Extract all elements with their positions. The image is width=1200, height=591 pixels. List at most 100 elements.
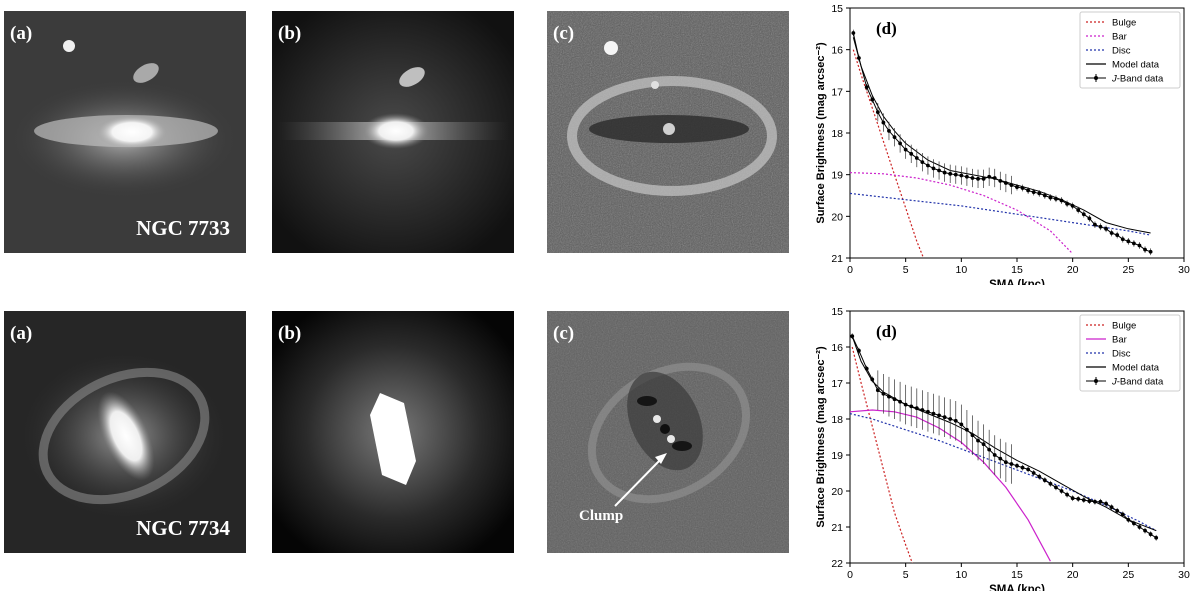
data-point (1081, 498, 1086, 502)
data-point (1054, 485, 1058, 490)
data-point (1070, 204, 1075, 208)
data-point (1009, 462, 1014, 466)
galaxy-name-ngc7734: NGC 7734 (136, 516, 230, 540)
residual-image (547, 311, 789, 553)
data-point (1031, 471, 1036, 475)
ngc7734-model-panel: (b) (272, 311, 514, 553)
data-point (976, 438, 980, 443)
data-point (1081, 212, 1086, 217)
y-axis-label: Surface Brightness (mag arcsec⁻²) (815, 42, 827, 224)
residual-image (547, 11, 789, 253)
data-point (937, 413, 941, 418)
data-point (1042, 478, 1047, 483)
y-tick-label: 15 (831, 3, 843, 15)
x-tick-label: 10 (955, 569, 967, 581)
data-point (1003, 460, 1008, 465)
data-point (1093, 499, 1097, 504)
data-point (953, 172, 958, 177)
clump-arrow (614, 453, 667, 507)
legend-label: Disc (1112, 349, 1131, 360)
y-tick-label: 18 (831, 414, 843, 426)
data-point (942, 415, 947, 420)
data-point (1076, 208, 1081, 212)
data-point (1115, 233, 1120, 237)
y-tick-label: 21 (831, 253, 843, 265)
panel-label-c: (c) (553, 23, 575, 44)
x-tick-label: 10 (955, 264, 967, 276)
panel-label-a: (a) (10, 23, 33, 44)
galaxy-name-ngc7733: NGC 7733 (136, 216, 230, 240)
x-tick-label: 5 (903, 264, 909, 276)
legend-label: Disc (1112, 46, 1131, 57)
data-point (881, 391, 886, 396)
plot-series (850, 29, 1153, 258)
y-tick-label: 16 (831, 342, 843, 354)
x-tick-label: 30 (1178, 569, 1190, 581)
panel-label-d: (d) (876, 322, 897, 341)
panel-label-a: (a) (10, 323, 33, 344)
data-point (965, 174, 969, 179)
data-point (1120, 237, 1125, 242)
legend-box (1079, 11, 1181, 89)
y-tick-label: 19 (831, 170, 843, 182)
data-point (850, 334, 855, 339)
data-point (898, 141, 902, 146)
x-tick-label: 0 (847, 569, 853, 581)
data-point (1148, 249, 1153, 254)
data-point (953, 418, 958, 423)
data-point (851, 31, 856, 35)
x-tick-label: 25 (1122, 264, 1134, 276)
data-point (970, 433, 975, 438)
x-axis-label: SMA (kpc) (989, 584, 1045, 591)
data-point (1059, 489, 1064, 493)
data-point (942, 170, 947, 175)
data-point (1031, 190, 1036, 195)
y-axis-label: Surface Brightness (mag arcsec⁻²) (815, 346, 827, 528)
data-point (1009, 183, 1014, 187)
data-point (1093, 222, 1097, 227)
galaxy-image (4, 11, 246, 253)
legend-box (1079, 314, 1181, 392)
clump-label: Clump (579, 508, 624, 524)
data-point (937, 168, 941, 173)
data-point (881, 120, 886, 125)
data-point (1154, 535, 1159, 540)
series-line-disc (850, 192, 1151, 236)
data-point (864, 366, 869, 371)
data-point (903, 402, 908, 407)
data-point (1126, 517, 1131, 522)
data-point (1148, 532, 1153, 537)
data-point (887, 394, 891, 399)
legend-label: Model data (1112, 60, 1160, 71)
panel-label-b: (b) (278, 23, 302, 44)
y-tick-label: 21 (831, 522, 843, 534)
model-image (272, 311, 514, 553)
data-point (1087, 499, 1092, 503)
data-point (1098, 224, 1103, 229)
ngc7734-residual-panel: (c) Clump (547, 311, 789, 553)
data-point (992, 453, 997, 457)
data-point (1137, 525, 1142, 529)
data-point (887, 129, 891, 133)
legend-label: J-Band data (1111, 74, 1164, 85)
data-point (948, 417, 953, 421)
data-point (965, 427, 969, 432)
y-tick-label: 22 (831, 558, 843, 570)
data-point (1054, 196, 1058, 201)
data-point (998, 456, 1003, 461)
data-point (1059, 198, 1064, 203)
ngc7733-residual-panel: (c) (547, 11, 789, 253)
data-point (1070, 496, 1075, 501)
data-point (903, 147, 908, 152)
series-line-bar (850, 172, 1074, 255)
data-point (857, 348, 861, 353)
data-point (898, 399, 902, 404)
data-point (914, 406, 919, 411)
data-point (1042, 193, 1047, 198)
data-point (920, 408, 925, 412)
data-point (1026, 188, 1031, 193)
y-tick-label: 20 (831, 211, 843, 223)
data-point (1143, 247, 1147, 252)
legend-label: Model data (1112, 363, 1160, 374)
data-point (981, 176, 986, 181)
